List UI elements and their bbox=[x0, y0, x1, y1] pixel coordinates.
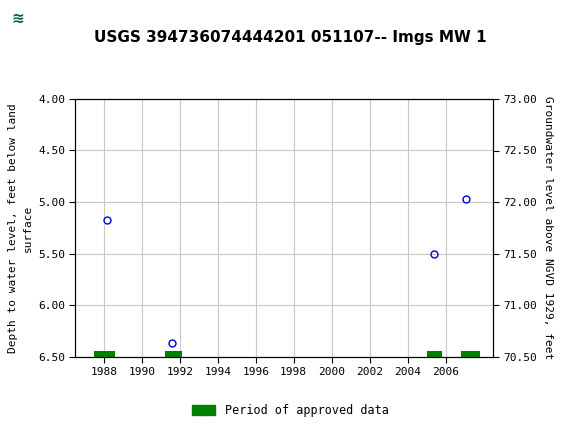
Bar bbox=[3, 2, 70, 35]
Text: USGS 394736074444201 051107-- Imgs MW 1: USGS 394736074444201 051107-- Imgs MW 1 bbox=[94, 30, 486, 45]
Y-axis label: Depth to water level, feet below land
surface: Depth to water level, feet below land su… bbox=[9, 103, 32, 353]
Legend: Period of approved data: Period of approved data bbox=[187, 399, 393, 422]
Text: ≋: ≋ bbox=[11, 11, 24, 26]
Y-axis label: Groundwater level above NGVD 1929, feet: Groundwater level above NGVD 1929, feet bbox=[543, 96, 553, 359]
Text: USGS: USGS bbox=[52, 9, 107, 27]
